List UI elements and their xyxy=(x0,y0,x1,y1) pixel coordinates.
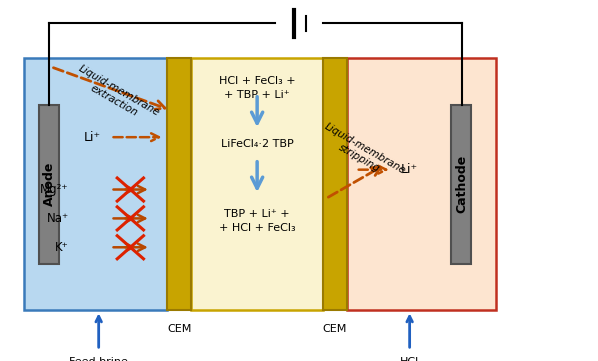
FancyBboxPatch shape xyxy=(323,58,347,310)
FancyBboxPatch shape xyxy=(451,105,471,264)
Text: CEM: CEM xyxy=(323,323,347,334)
Text: K⁺: K⁺ xyxy=(55,241,69,254)
Text: Liquid-membrane
stripping: Liquid-membrane stripping xyxy=(316,121,407,186)
FancyBboxPatch shape xyxy=(167,58,191,310)
Text: Feed brine: Feed brine xyxy=(69,357,128,361)
Text: Mg²⁺: Mg²⁺ xyxy=(40,183,69,196)
Text: HCl: HCl xyxy=(400,357,419,361)
Text: CEM: CEM xyxy=(167,323,191,334)
Text: HCl + FeCl₃ +
+ TBP + Li⁺: HCl + FeCl₃ + + TBP + Li⁺ xyxy=(219,76,295,100)
FancyBboxPatch shape xyxy=(347,58,496,310)
Text: Li⁺: Li⁺ xyxy=(84,131,101,144)
Text: Na⁺: Na⁺ xyxy=(47,212,69,225)
FancyBboxPatch shape xyxy=(191,58,323,310)
Text: LiFeCl₄·2 TBP: LiFeCl₄·2 TBP xyxy=(221,139,294,149)
Text: Liquid-membrane
extraction: Liquid-membrane extraction xyxy=(71,63,162,128)
Text: Cathode: Cathode xyxy=(455,155,468,213)
FancyBboxPatch shape xyxy=(39,105,59,264)
FancyBboxPatch shape xyxy=(24,58,167,310)
Text: Anode: Anode xyxy=(42,162,56,206)
Text: Li⁺: Li⁺ xyxy=(401,163,418,176)
Text: TBP + Li⁺ +
+ HCl + FeCl₃: TBP + Li⁺ + + HCl + FeCl₃ xyxy=(219,209,295,233)
